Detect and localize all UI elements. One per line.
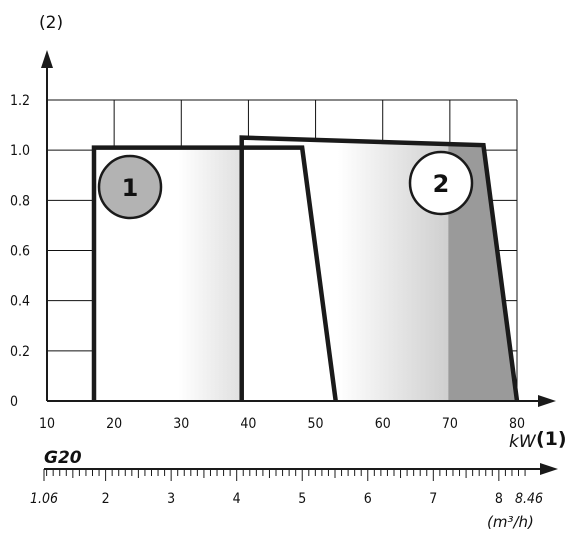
series-badge-label: 2 — [433, 170, 450, 198]
series-outlines — [91, 135, 520, 402]
secondary-unit-label: (m³/h) — [487, 513, 534, 531]
secondary-axis-arrow — [540, 463, 558, 475]
x-axis-arrow — [538, 395, 556, 407]
secondary-tick-label: 8 — [495, 491, 503, 507]
y-tick-label: 0.4 — [10, 294, 30, 310]
secondary-tick-label: 4 — [233, 491, 241, 507]
secondary-tick-label: 5 — [298, 491, 306, 507]
x-tick-label: 10 — [39, 416, 55, 432]
x-tick-label: 20 — [106, 416, 122, 432]
x-tick-label: 60 — [375, 416, 391, 432]
secondary-tick-label: 6 — [364, 491, 372, 507]
x-tick-label: 40 — [240, 416, 256, 432]
series-badge-label: 1 — [122, 174, 139, 202]
secondary-tick-label: 7 — [429, 491, 437, 507]
secondary-tick-label: 8.46 — [515, 491, 543, 507]
x-tick-label: 50 — [308, 416, 324, 432]
secondary-axis: 1.06 2 3 4 5 6 7 8 8.46 — [30, 463, 558, 507]
tick-labels: 10 20 30 40 50 60 70 80 0 0.2 0.4 0.6 0.8 1.0 1.2 — [10, 93, 525, 432]
series-badge-2: 2 — [408, 150, 474, 216]
x-tick-label: 30 — [173, 416, 189, 432]
x-tick-label: 70 — [442, 416, 458, 432]
secondary-axis-title: G20 — [44, 448, 82, 468]
x-unit-label: kW — [509, 432, 537, 452]
secondary-tick-label: 2 — [102, 491, 110, 507]
y-tick-label: 1.0 — [10, 143, 30, 159]
x-axis-label: (1) — [536, 428, 566, 450]
series-outline-1 — [91, 145, 338, 402]
series-badge-1: 1 — [97, 154, 163, 220]
y-axis-label: (2) — [39, 13, 63, 33]
series-badge-circle — [408, 150, 474, 216]
y-axis-arrow — [41, 50, 53, 68]
x-tick-label: 80 — [509, 416, 525, 432]
y-tick-label: 0.6 — [10, 244, 30, 260]
series-badge-circle — [97, 154, 163, 220]
axes — [41, 50, 556, 407]
secondary-tick-label: 1.06 — [30, 491, 58, 507]
y-tick-label: 0.8 — [10, 193, 30, 209]
secondary-tick-label: 3 — [167, 491, 175, 507]
y-tick-label: 0 — [10, 394, 18, 410]
series-area-2 — [241, 137, 517, 401]
y-tick-label: 1.2 — [10, 93, 30, 109]
y-tick-label: 0.2 — [10, 344, 30, 360]
